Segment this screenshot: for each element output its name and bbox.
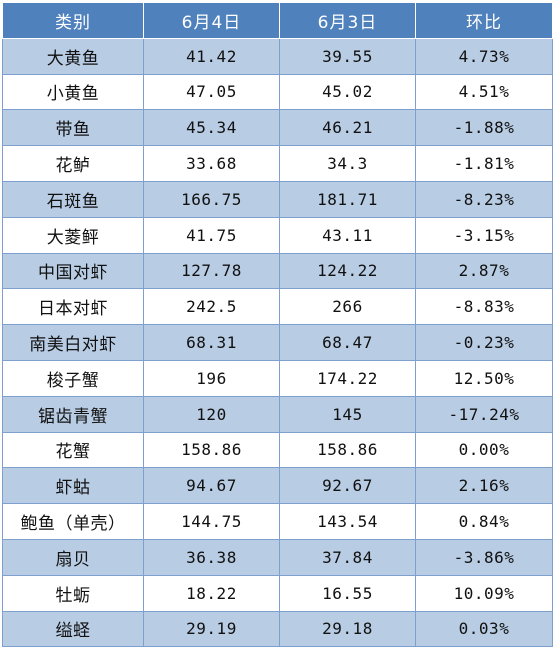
table-row: 带鱼 45.34 46.21 -1.88% xyxy=(2,109,553,147)
change-cell: -0.23% xyxy=(415,324,553,361)
june-4-price-cell: 94.67 xyxy=(143,467,280,505)
june-4-price-cell: 158.86 xyxy=(143,431,280,469)
june-3-price-cell: 29.18 xyxy=(279,610,416,648)
table-row: 锯齿青蟹 120 145 -17.24% xyxy=(2,395,553,433)
june-4-price-cell: 45.34 xyxy=(143,109,280,147)
june-4-price-cell: 33.68 xyxy=(143,145,280,182)
header-change: 环比 xyxy=(415,2,553,39)
table-row: 小黄鱼 47.05 45.02 4.51% xyxy=(2,73,553,111)
change-cell: -1.81% xyxy=(415,145,553,182)
header-june-4: 6月4日 xyxy=(143,2,280,39)
table-row: 日本对虾 242.5 266 -8.83% xyxy=(2,288,553,326)
category-cell: 带鱼 xyxy=(2,109,144,147)
category-cell: 扇贝 xyxy=(2,538,144,576)
category-cell: 鲍鱼（单壳） xyxy=(2,503,144,540)
change-cell: 0.03% xyxy=(415,610,553,648)
june-3-price-cell: 45.02 xyxy=(279,73,416,111)
june-3-price-cell: 143.54 xyxy=(279,503,416,540)
change-cell: -3.86% xyxy=(415,538,553,576)
change-cell: -1.88% xyxy=(415,109,553,147)
category-cell: 大菱鲆 xyxy=(2,216,144,254)
change-cell: -17.24% xyxy=(415,395,553,433)
june-4-price-cell: 36.38 xyxy=(143,538,280,576)
june-3-price-cell: 124.22 xyxy=(279,252,416,290)
table-row: 梭子蟹 196 174.22 12.50% xyxy=(2,359,553,397)
table-row: 中国对虾 127.78 124.22 2.87% xyxy=(2,252,553,290)
change-cell: 4.73% xyxy=(415,37,553,75)
price-table-container: 类别 6月4日 6月3日 环比 大黄鱼 41.42 39.55 4.73% 小黄鱼 47.… xyxy=(2,2,553,648)
category-cell: 虾蛄 xyxy=(2,467,144,505)
change-cell: 10.09% xyxy=(415,574,553,612)
june-4-price-cell: 68.31 xyxy=(143,324,280,361)
category-cell: 花鲈 xyxy=(2,145,144,182)
change-cell: -8.23% xyxy=(415,180,553,218)
table-row: 鲍鱼（单壳） 144.75 143.54 0.84% xyxy=(2,503,553,540)
june-4-price-cell: 29.19 xyxy=(143,610,280,648)
june-3-price-cell: 16.55 xyxy=(279,574,416,612)
june-3-price-cell: 174.22 xyxy=(279,359,416,397)
june-4-price-cell: 41.42 xyxy=(143,37,280,75)
june-4-price-cell: 127.78 xyxy=(143,252,280,290)
table-row: 花鲈 33.68 34.3 -1.81% xyxy=(2,145,553,182)
header-june-3: 6月3日 xyxy=(279,2,416,39)
june-4-price-cell: 47.05 xyxy=(143,73,280,111)
june-3-price-cell: 68.47 xyxy=(279,324,416,361)
change-cell: 0.00% xyxy=(415,431,553,469)
june-3-price-cell: 92.67 xyxy=(279,467,416,505)
category-cell: 南美白对虾 xyxy=(2,324,144,361)
category-cell: 石斑鱼 xyxy=(2,180,144,218)
category-cell: 花蟹 xyxy=(2,431,144,469)
june-3-price-cell: 158.86 xyxy=(279,431,416,469)
header-row: 类别 6月4日 6月3日 环比 xyxy=(2,2,553,39)
june-4-price-cell: 242.5 xyxy=(143,288,280,326)
change-cell: -3.15% xyxy=(415,216,553,254)
june-4-price-cell: 120 xyxy=(143,395,280,433)
category-cell: 大黄鱼 xyxy=(2,37,144,75)
category-cell: 日本对虾 xyxy=(2,288,144,326)
price-table: 类别 6月4日 6月3日 环比 大黄鱼 41.42 39.55 4.73% 小黄鱼 47.… xyxy=(2,2,553,648)
table-row: 牡蛎 18.22 16.55 10.09% xyxy=(2,574,553,612)
june-3-price-cell: 43.11 xyxy=(279,216,416,254)
table-row: 扇贝 36.38 37.84 -3.86% xyxy=(2,538,553,576)
category-cell: 梭子蟹 xyxy=(2,359,144,397)
table-row: 缢蛏 29.19 29.18 0.03% xyxy=(2,610,553,648)
table-row: 南美白对虾 68.31 68.47 -0.23% xyxy=(2,324,553,361)
change-cell: 4.51% xyxy=(415,73,553,111)
june-3-price-cell: 39.55 xyxy=(279,37,416,75)
june-3-price-cell: 145 xyxy=(279,395,416,433)
table-row: 大黄鱼 41.42 39.55 4.73% xyxy=(2,37,553,75)
table-row: 大菱鲆 41.75 43.11 -3.15% xyxy=(2,216,553,254)
june-4-price-cell: 144.75 xyxy=(143,503,280,540)
june-3-price-cell: 37.84 xyxy=(279,538,416,576)
change-cell: 0.84% xyxy=(415,503,553,540)
june-3-price-cell: 34.3 xyxy=(279,145,416,182)
change-cell: 2.87% xyxy=(415,252,553,290)
table-row: 虾蛄 94.67 92.67 2.16% xyxy=(2,467,553,505)
category-cell: 中国对虾 xyxy=(2,252,144,290)
category-cell: 锯齿青蟹 xyxy=(2,395,144,433)
june-4-price-cell: 196 xyxy=(143,359,280,397)
change-cell: 2.16% xyxy=(415,467,553,505)
category-cell: 牡蛎 xyxy=(2,574,144,612)
header-category: 类别 xyxy=(2,2,144,39)
category-cell: 缢蛏 xyxy=(2,610,144,648)
june-4-price-cell: 18.22 xyxy=(143,574,280,612)
category-cell: 小黄鱼 xyxy=(2,73,144,111)
change-cell: 12.50% xyxy=(415,359,553,397)
june-3-price-cell: 266 xyxy=(279,288,416,326)
june-4-price-cell: 41.75 xyxy=(143,216,280,254)
table-row: 石斑鱼 166.75 181.71 -8.23% xyxy=(2,180,553,218)
table-row: 花蟹 158.86 158.86 0.00% xyxy=(2,431,553,469)
june-3-price-cell: 181.71 xyxy=(279,180,416,218)
june-4-price-cell: 166.75 xyxy=(143,180,280,218)
change-cell: -8.83% xyxy=(415,288,553,326)
june-3-price-cell: 46.21 xyxy=(279,109,416,147)
